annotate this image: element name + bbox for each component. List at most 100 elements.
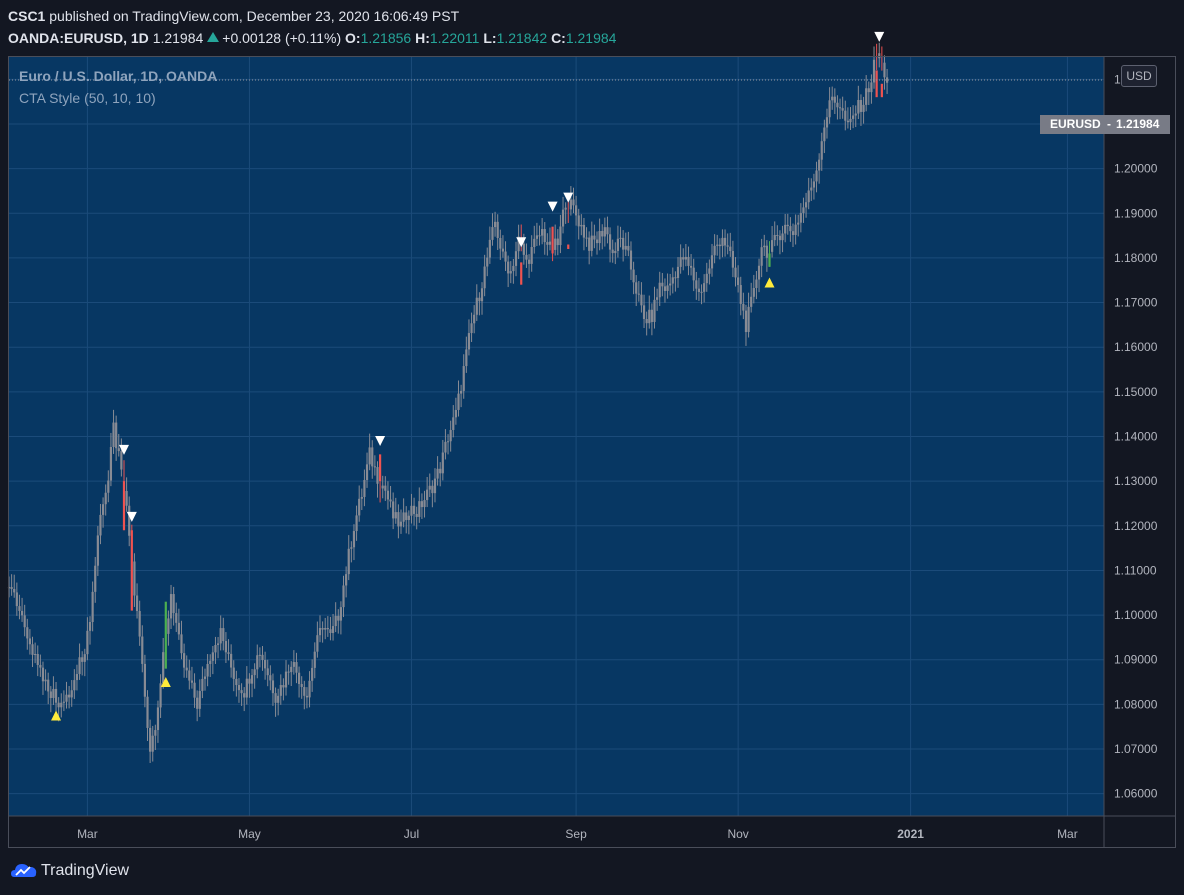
candle-body (358, 498, 361, 516)
candle-body (575, 205, 578, 216)
candle-body (697, 288, 701, 293)
candle-body (541, 229, 544, 236)
tradingview-logo-icon (11, 864, 37, 877)
sell-signal-marker (874, 31, 885, 42)
sell-signal-marker (126, 511, 137, 522)
tradingview-brand[interactable]: TradingView (10, 860, 129, 882)
candle-body (598, 231, 601, 244)
candle-body (872, 59, 876, 83)
candle-body (640, 294, 643, 306)
candle-body (875, 70, 878, 98)
buy-signal-marker (160, 677, 171, 688)
candle-body (284, 671, 288, 688)
candle-body (384, 485, 387, 491)
candle-body (57, 702, 60, 708)
chart-frame (8, 56, 1176, 848)
candle-body (473, 314, 476, 324)
candle-body (235, 678, 238, 686)
candle-body (274, 693, 277, 703)
y-tick-label: 1.06000 (1114, 787, 1158, 801)
candle-body (203, 676, 207, 679)
candle-body (799, 213, 802, 223)
candle-body (865, 88, 868, 105)
candle-body (378, 454, 382, 482)
close-label: C: (551, 30, 566, 46)
candle-body (412, 505, 416, 514)
candle-body (224, 641, 228, 653)
price-tag-value: 1.21984 (1116, 117, 1160, 131)
candle-body (264, 659, 267, 669)
candle-body (107, 480, 110, 493)
candle-body (117, 448, 120, 452)
candle-body (109, 446, 113, 481)
y-tick-label: 1.20000 (1114, 162, 1158, 176)
candle-body (172, 594, 175, 614)
candle-body (486, 257, 489, 267)
candle-body (287, 671, 290, 673)
candle-body (645, 318, 648, 324)
candle-body (721, 237, 724, 247)
candle-body (381, 485, 384, 489)
candle-body (423, 500, 426, 508)
candle-body (585, 237, 588, 239)
candle-body (601, 231, 604, 237)
currency-button[interactable]: USD (1121, 65, 1157, 87)
candle-body (478, 297, 481, 302)
indicator-legend[interactable]: CTA Style (50, 10, 10) (19, 90, 156, 106)
candle-body (580, 224, 583, 227)
candle-body (70, 690, 73, 698)
candle-body (143, 663, 146, 697)
open-label: O: (345, 30, 361, 46)
candle-body (614, 250, 617, 254)
candle-body (368, 447, 371, 465)
candle-body (392, 501, 395, 519)
candle-body (467, 333, 471, 350)
candle-body (133, 561, 136, 596)
candle-body (350, 547, 353, 549)
candle-body (193, 682, 196, 698)
y-tick-label: 1.11000 (1114, 563, 1157, 577)
candle-body (253, 669, 256, 676)
candle-body (723, 237, 727, 246)
candle-body (475, 297, 478, 315)
candle-body (844, 110, 847, 121)
candle-body (68, 694, 71, 698)
candle-body (386, 490, 390, 500)
candle-body (227, 652, 230, 654)
candle-body (859, 99, 863, 112)
candle-body (825, 117, 829, 128)
candle-body (616, 238, 620, 251)
last-price-tag: EURUSD - 1.21984 (1040, 115, 1170, 134)
candle-body (271, 680, 275, 694)
candle-body (533, 238, 536, 248)
candle-body (543, 229, 546, 243)
candle-body (454, 409, 457, 418)
candle-body (20, 610, 24, 616)
candle-body (188, 670, 191, 681)
candle-body (214, 644, 217, 653)
candle-body (410, 505, 413, 516)
candle-body (530, 247, 533, 264)
candle-body (431, 485, 434, 494)
candle-body (151, 735, 154, 752)
candle-body (60, 702, 63, 708)
candle-body (734, 267, 737, 278)
candle-body (818, 159, 821, 171)
candle-body (496, 221, 499, 238)
candle-body (666, 285, 669, 291)
candle-body (318, 628, 322, 636)
candle-body (138, 611, 141, 637)
candle-body (548, 241, 552, 245)
ohlc-line: OANDA:EURUSD, 1D 1.21984 +0.00128 (+0.11%… (8, 30, 616, 46)
candle-body (376, 467, 379, 484)
candle-body (880, 83, 883, 98)
candle-body (182, 653, 186, 668)
candle-body (81, 657, 84, 662)
candle-body (418, 501, 421, 517)
candle-body (331, 626, 335, 634)
candle-body (342, 585, 345, 608)
candle-body (94, 565, 97, 592)
close-value: 1.21984 (565, 30, 617, 46)
candle-body (130, 530, 133, 611)
